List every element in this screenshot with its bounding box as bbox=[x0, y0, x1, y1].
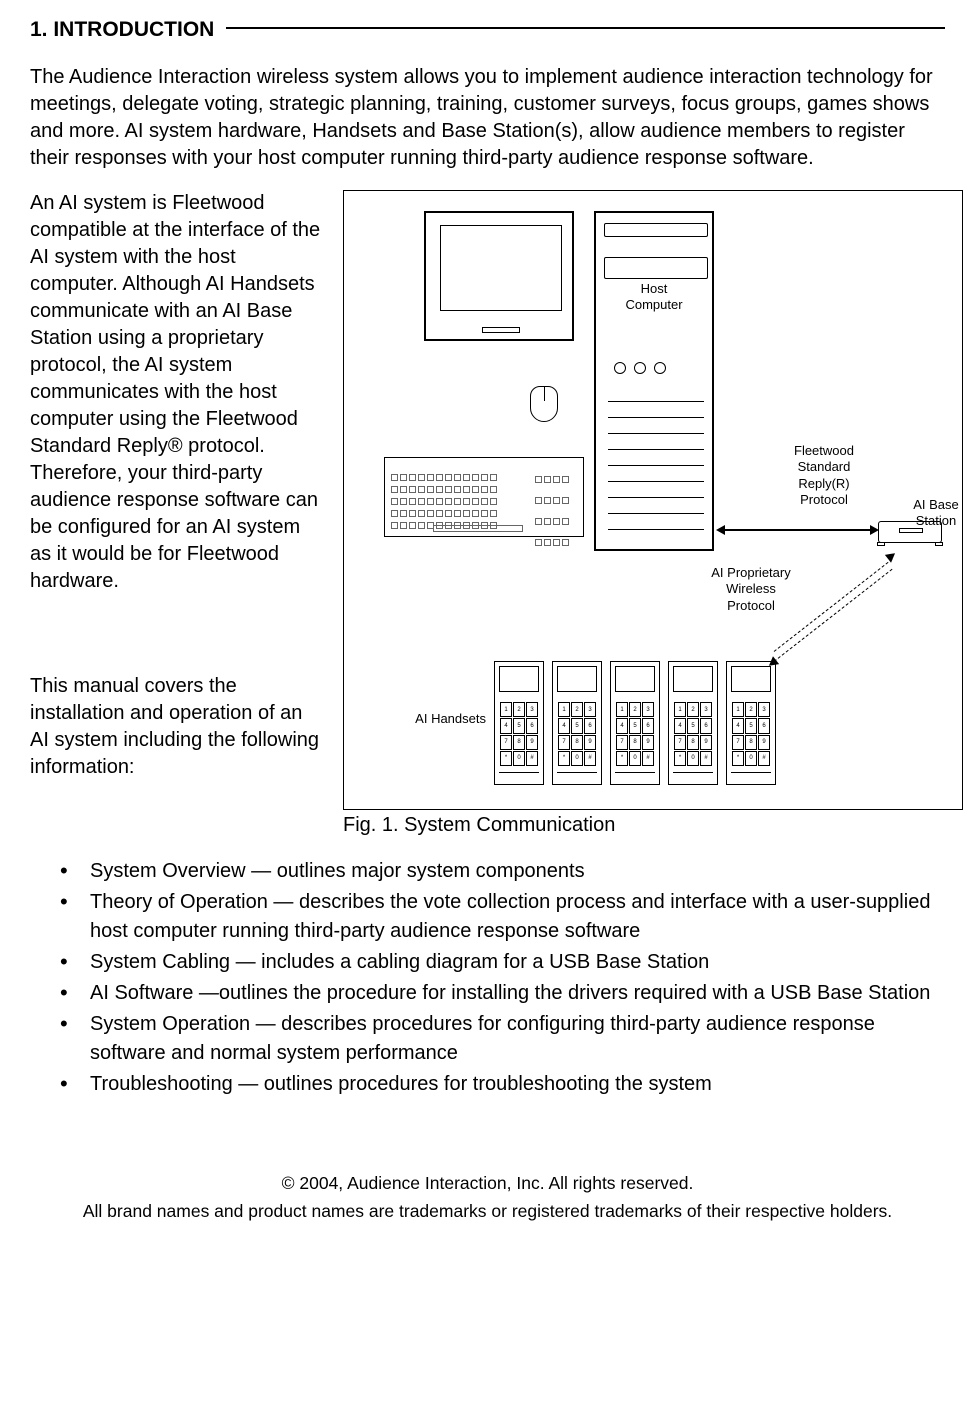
topic-item: System Overview — outlines major system … bbox=[60, 857, 945, 886]
system-diagram: Host Computer Fleetwood Standard Reply(R… bbox=[343, 190, 963, 810]
wireless-arrow-up bbox=[885, 549, 898, 562]
section-rule bbox=[226, 27, 945, 29]
compat-paragraph: An AI system is Fleetwood compatible at … bbox=[30, 190, 325, 595]
handsets-label: AI Handsets bbox=[400, 711, 486, 727]
computer-tower-icon bbox=[594, 211, 714, 551]
figure-caption: Fig. 1. System Communication bbox=[343, 814, 963, 837]
handset-icon: 123456789*0# bbox=[610, 661, 660, 785]
left-column: An AI system is Fleetwood compatible at … bbox=[30, 190, 325, 837]
monitor-icon bbox=[424, 211, 574, 341]
keyboard-icon bbox=[384, 457, 584, 537]
handset-icon: 123456789*0# bbox=[552, 661, 602, 785]
protocol-arrow-head-left bbox=[716, 525, 725, 535]
base-station-label: AI Base Station bbox=[908, 497, 964, 530]
trademark-line: All brand names and product names are tr… bbox=[30, 1197, 945, 1225]
section-title: 1. INTRODUCTION bbox=[30, 18, 226, 42]
topic-item: AI Software —outlines the procedure for … bbox=[60, 979, 945, 1008]
right-column: Host Computer Fleetwood Standard Reply(R… bbox=[343, 190, 963, 837]
handset-icon: 123456789*0# bbox=[726, 661, 776, 785]
host-computer-label: Host Computer bbox=[618, 281, 690, 314]
wireless-protocol-label: AI Proprietary Wireless Protocol bbox=[706, 565, 796, 614]
two-column-layout: An AI system is Fleetwood compatible at … bbox=[30, 190, 945, 837]
mouse-icon bbox=[530, 386, 558, 422]
topic-item: Troubleshooting — outlines procedures fo… bbox=[60, 1070, 945, 1099]
topic-item: Theory of Operation — describes the vote… bbox=[60, 888, 945, 946]
copyright-line: © 2004, Audience Interaction, Inc. All r… bbox=[30, 1169, 945, 1197]
topic-list: System Overview — outlines major system … bbox=[30, 857, 945, 1099]
protocol-arrow-line bbox=[722, 529, 872, 531]
page: 1. INTRODUCTION The Audience Interaction… bbox=[0, 0, 975, 1245]
topic-item: System Cabling — includes a cabling diag… bbox=[60, 948, 945, 977]
handset-icon: 123456789*0# bbox=[668, 661, 718, 785]
handset-icon: 123456789*0# bbox=[494, 661, 544, 785]
manual-covers-paragraph: This manual covers the installation and … bbox=[30, 673, 325, 781]
fleetwood-protocol-label: Fleetwood Standard Reply(R) Protocol bbox=[784, 443, 864, 508]
intro-paragraph: The Audience Interaction wireless system… bbox=[30, 64, 945, 172]
section-header: 1. INTRODUCTION bbox=[30, 18, 945, 42]
topic-item: System Operation — describes procedures … bbox=[60, 1010, 945, 1068]
page-footer: © 2004, Audience Interaction, Inc. All r… bbox=[30, 1169, 945, 1225]
